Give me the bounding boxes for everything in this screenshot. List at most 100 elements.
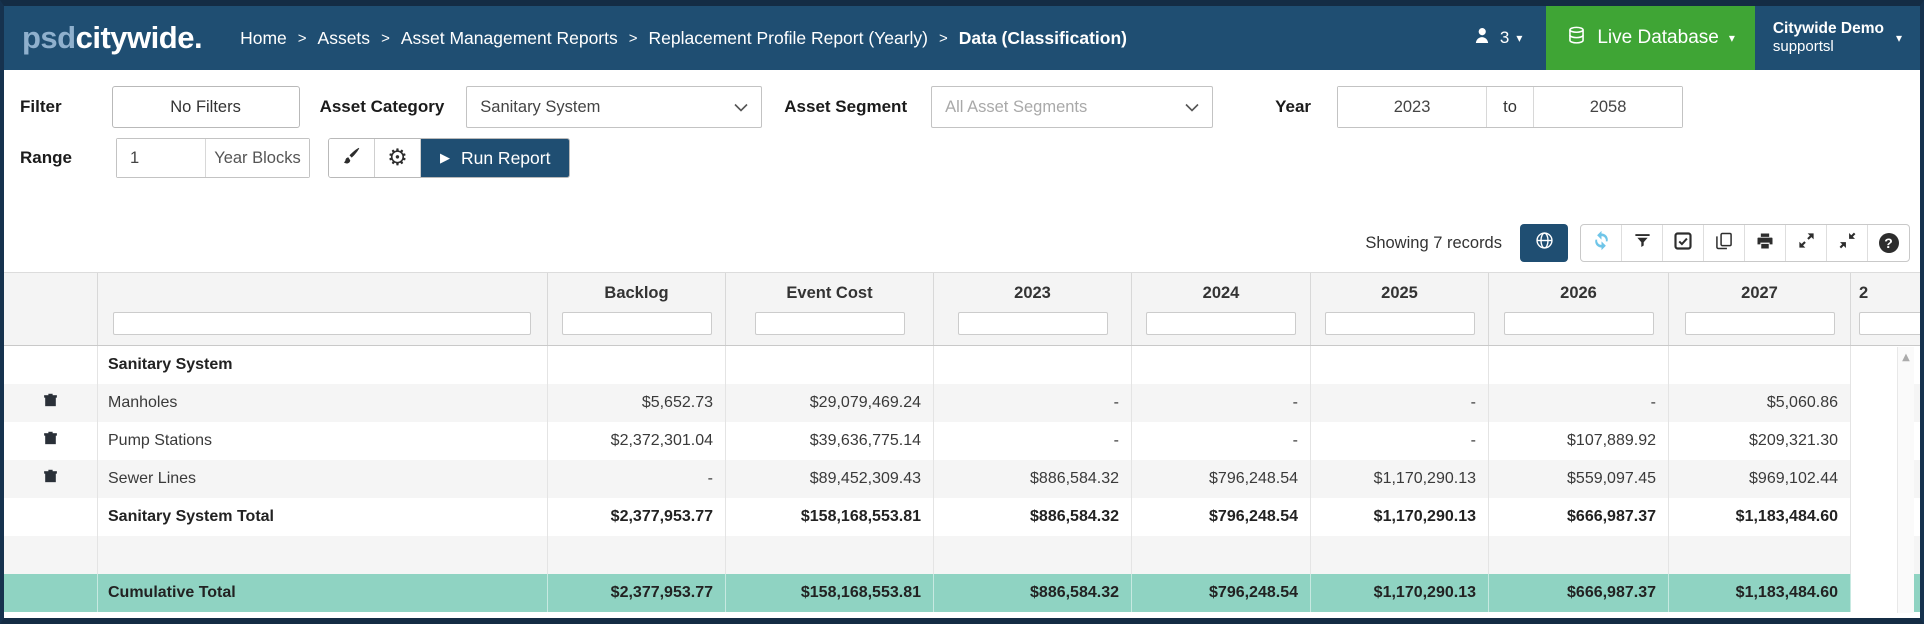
asset-category-select[interactable]: Sanitary System <box>466 86 762 128</box>
breadcrumb-item[interactable]: Home <box>240 28 287 49</box>
logo-dot: . <box>194 20 202 55</box>
breadcrumb-item[interactable]: Data (Classification) <box>959 28 1127 49</box>
expand-icon <box>1797 231 1816 255</box>
expand-button[interactable] <box>1786 225 1827 261</box>
column-filter-input[interactable] <box>958 312 1108 335</box>
style-brush-button[interactable] <box>329 139 375 177</box>
breadcrumb-item[interactable]: Asset Management Reports <box>401 28 618 49</box>
column-filter-input[interactable] <box>1859 312 1920 335</box>
column-header-label: 2025 <box>1381 282 1418 307</box>
column-filter-input[interactable] <box>1146 312 1296 335</box>
no-filters-button[interactable]: No Filters <box>112 86 300 128</box>
asset-segment-label: Asset Segment <box>784 97 907 117</box>
row-value-cell <box>934 346 1132 384</box>
column-filter-input[interactable] <box>113 312 531 335</box>
gear-icon: ⚙ <box>387 147 408 170</box>
logo-psd: psd <box>22 20 76 55</box>
row-name-cell: Sewer Lines <box>98 460 548 498</box>
row-partial-cell <box>1851 460 1897 498</box>
report-table: BacklogEvent Cost202320242025202620272 S… <box>4 272 1920 612</box>
row-value-cell: $886,584.32 <box>934 574 1132 612</box>
help-icon: ? <box>1879 233 1899 253</box>
row-name-cell <box>98 536 548 574</box>
brand-logo[interactable]: psdcitywide. <box>4 20 212 56</box>
row-name-cell: Manholes <box>98 384 548 422</box>
column-header: Event Cost <box>726 273 934 345</box>
column-filter-input[interactable] <box>1504 312 1654 335</box>
row-value-cell: $158,168,553.81 <box>726 574 934 612</box>
table-row: Sanitary System <box>4 346 1920 384</box>
breadcrumb-separator: > <box>298 30 307 47</box>
range-input[interactable] <box>117 139 205 177</box>
row-name-cell: Pump Stations <box>98 422 548 460</box>
print-button[interactable] <box>1745 225 1786 261</box>
row-expand-cell <box>4 498 98 536</box>
row-partial-cell <box>1851 574 1897 612</box>
breadcrumb-item[interactable]: Assets <box>318 28 371 49</box>
column-filter-input[interactable] <box>1325 312 1475 335</box>
row-value-cell <box>1311 536 1489 574</box>
row-expand-cell <box>4 536 98 574</box>
help-button[interactable]: ? <box>1868 225 1909 261</box>
table-row[interactable]: Sewer Lines-$89,452,309.43$886,584.32$79… <box>4 460 1920 498</box>
settings-button[interactable]: ⚙ <box>375 139 421 177</box>
filter-funnel-icon <box>1633 231 1652 255</box>
refresh-icon <box>1591 230 1612 256</box>
row-expand-cell[interactable] <box>4 422 98 460</box>
year-to-input[interactable] <box>1534 87 1682 127</box>
column-header: 2027 <box>1669 273 1851 345</box>
table-row[interactable]: Pump Stations$2,372,301.04$39,636,775.14… <box>4 422 1920 460</box>
row-value-cell: $209,321.30 <box>1669 422 1851 460</box>
refresh-button[interactable] <box>1581 225 1622 261</box>
asset-segment-value: All Asset Segments <box>945 98 1087 117</box>
account-menu[interactable]: Citywide Demo supportsl ▾ <box>1755 6 1920 70</box>
column-filter-input[interactable] <box>755 312 905 335</box>
column-header: 2025 <box>1311 273 1489 345</box>
row-value-cell: $5,060.86 <box>1669 384 1851 422</box>
row-value-cell <box>1489 536 1669 574</box>
asset-segment-select[interactable]: All Asset Segments <box>931 86 1213 128</box>
breadcrumb: Home>Assets>Asset Management Reports>Rep… <box>240 6 1127 70</box>
row-value-cell <box>548 536 726 574</box>
row-value-cell: $1,183,484.60 <box>1669 498 1851 536</box>
table-scrollbar[interactable]: ▲ <box>1897 347 1914 613</box>
filter-button[interactable] <box>1622 225 1663 261</box>
scroll-up-icon: ▲ <box>1902 352 1910 363</box>
row-value-cell <box>1132 346 1311 384</box>
row-value-cell: - <box>1132 384 1311 422</box>
column-header: Backlog <box>548 273 726 345</box>
account-username: supportsl <box>1773 38 1884 56</box>
row-expand-cell[interactable] <box>4 384 98 422</box>
table-row: Cumulative Total$2,377,953.77$158,168,55… <box>4 574 1920 612</box>
column-header-label: Event Cost <box>786 282 872 307</box>
row-value-cell <box>726 536 934 574</box>
compress-button[interactable] <box>1827 225 1868 261</box>
report-actions-group: ⚙ ▶ Run Report <box>328 138 571 178</box>
row-value-cell: $2,372,301.04 <box>548 422 726 460</box>
globe-icon <box>1534 230 1555 256</box>
breadcrumb-item[interactable]: Replacement Profile Report (Yearly) <box>649 28 928 49</box>
row-partial-cell <box>1851 384 1897 422</box>
year-from-input[interactable] <box>1338 87 1486 127</box>
active-users-menu[interactable]: 3 ▾ <box>1447 6 1547 70</box>
map-view-button[interactable] <box>1520 224 1568 262</box>
row-value-cell: $969,102.44 <box>1669 460 1851 498</box>
year-label: Year <box>1275 97 1311 117</box>
column-filter-input[interactable] <box>562 312 712 335</box>
asset-category-value: Sanitary System <box>480 98 600 117</box>
live-database-button[interactable]: Live Database ▾ <box>1546 6 1755 70</box>
row-value-cell: - <box>1489 384 1669 422</box>
row-value-cell: $1,170,290.13 <box>1311 498 1489 536</box>
chevron-down-icon <box>734 98 748 117</box>
row-name-cell: Sanitary System Total <box>98 498 548 536</box>
select-columns-button[interactable] <box>1663 225 1704 261</box>
row-value-cell <box>1132 536 1311 574</box>
row-value-cell: $1,183,484.60 <box>1669 574 1851 612</box>
column-filter-input[interactable] <box>1685 312 1835 335</box>
run-report-button[interactable]: ▶ Run Report <box>421 139 570 177</box>
row-expand-cell[interactable] <box>4 460 98 498</box>
copy-button[interactable] <box>1704 225 1745 261</box>
table-row[interactable]: Manholes$5,652.73$29,079,469.24----$5,06… <box>4 384 1920 422</box>
row-value-cell <box>1669 346 1851 384</box>
user-icon <box>1471 25 1493 52</box>
